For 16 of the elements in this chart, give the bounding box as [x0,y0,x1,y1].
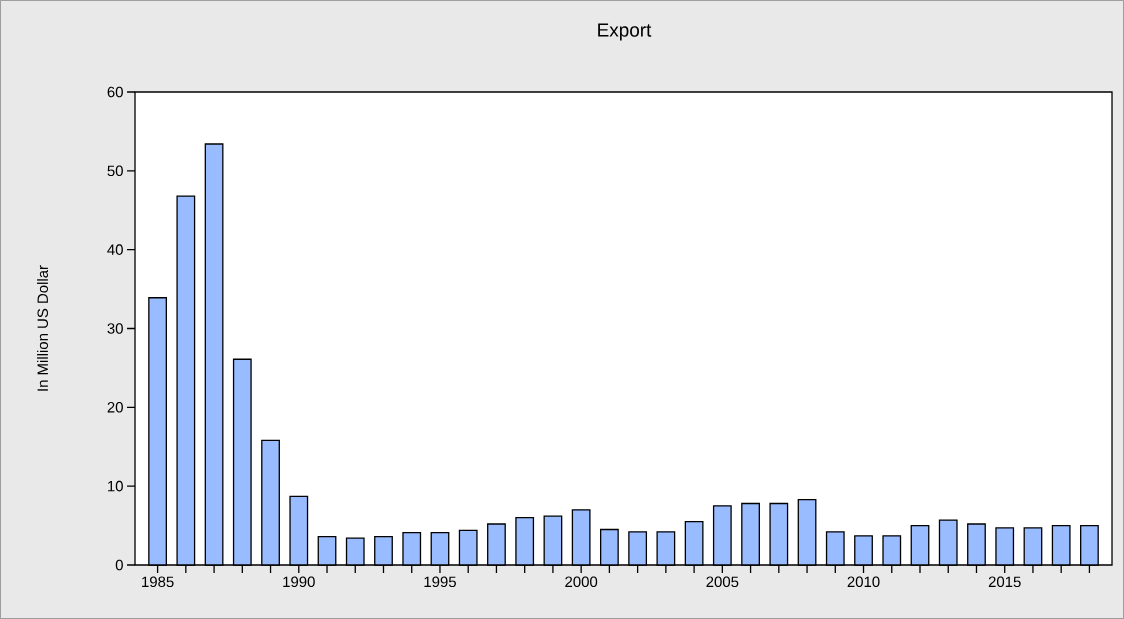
x-tick-label: 1985 [142,576,174,588]
y-tick-label: 60 [107,86,123,98]
y-tick-label: 50 [107,165,123,177]
x-tick-label: 2005 [706,576,739,588]
y-axis-title: In Million US Dollar [37,265,49,391]
x-tick-label: 2015 [988,576,1021,588]
x-tick-label: 2000 [565,576,598,588]
y-tick-label: 30 [107,323,123,334]
x-tick-label: 1990 [283,576,315,588]
x-tick-label: 1995 [424,576,456,588]
x-tick-label: 2010 [847,576,880,588]
y-tick-label: 40 [107,244,123,255]
y-tick-label: 20 [107,402,123,413]
chart-title: Export [598,23,652,41]
y-tick-label: 0 [115,559,123,571]
y-tick-label: 10 [108,480,123,492]
